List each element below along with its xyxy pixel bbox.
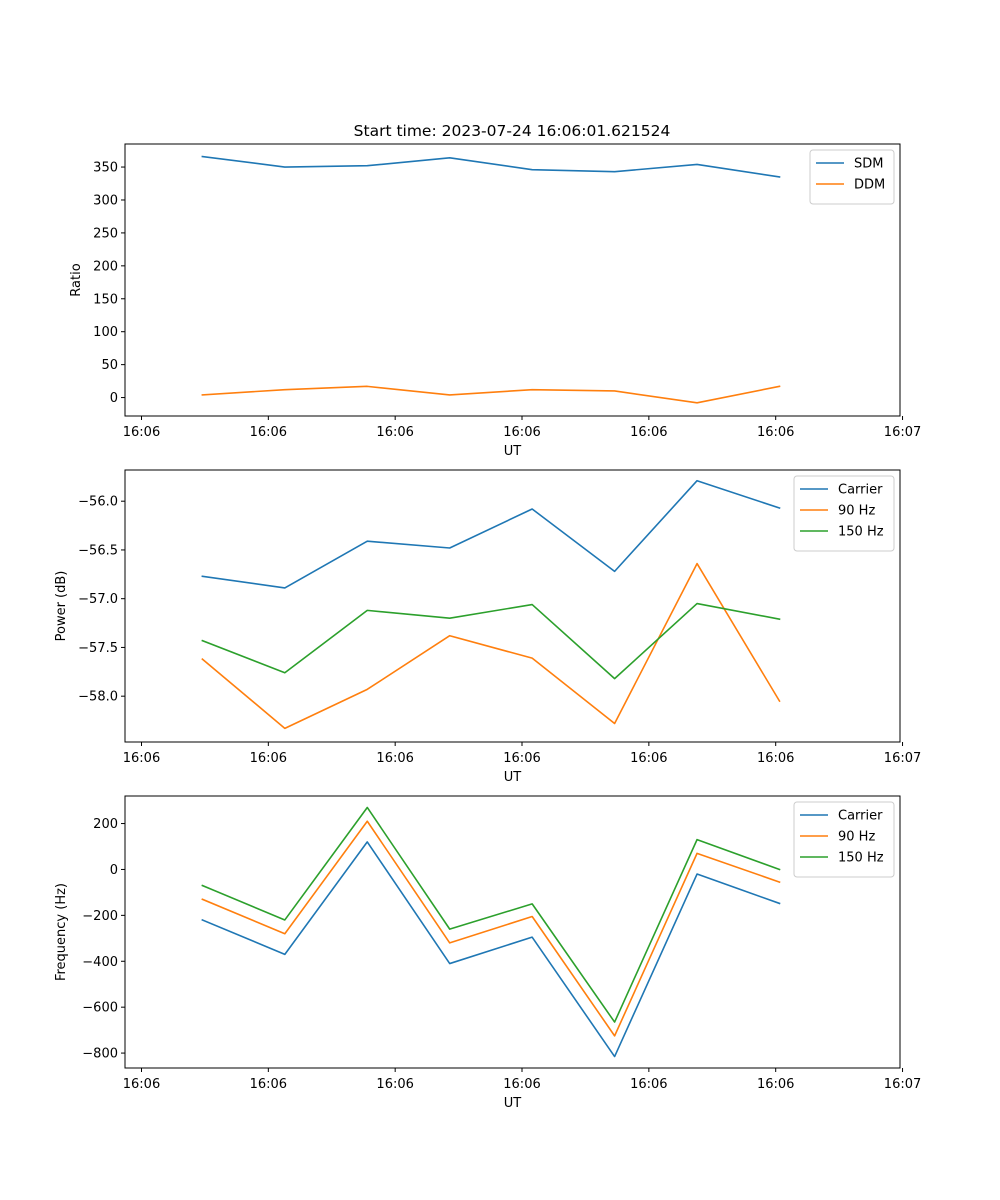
ratio-panel-frame bbox=[124, 143, 901, 417]
ratio-panel-series-ddm-line bbox=[201, 385, 781, 404]
frequency-panel-y-tick-label: −200 bbox=[82, 909, 118, 924]
frequency-panel-y-axis-label: Frequency (Hz) bbox=[54, 883, 69, 981]
frequency-panel-y-tick-label: 200 bbox=[93, 817, 118, 832]
ratio-panel-x-tick-label: 16:06 bbox=[757, 425, 794, 440]
frequency-panel: 16:06 16:06 16:06 16:06 16:06 16:06 16:07 −800 −… bbox=[54, 795, 921, 1111]
ratio-panel-x-tick-label: 16:06 bbox=[250, 425, 287, 440]
subplots: 16:06 16:06 16:06 16:06 16:06 16:06 16:07 0 50 10… bbox=[54, 143, 921, 1111]
ratio-panel-y-tick-label: 350 bbox=[93, 161, 118, 176]
ratio-panel-y-tick-label: 100 bbox=[93, 325, 118, 340]
ratio-panel-x-axis-label: UT bbox=[504, 444, 522, 459]
frequency-panel-legend-label: 150 Hz bbox=[838, 851, 884, 866]
ratio-panel-series-sdm-line bbox=[201, 155, 781, 178]
ratio-panel: 16:06 16:06 16:06 16:06 16:06 16:06 16:07 0 50 10… bbox=[69, 143, 921, 459]
ratio-panel-x-tick-label: 16:06 bbox=[376, 425, 413, 440]
frequency-panel-x-tick-label: 16:06 bbox=[757, 1077, 794, 1092]
ratio-panel-x-tick-label: 16:06 bbox=[630, 425, 667, 440]
frequency-panel-frame bbox=[124, 795, 901, 1069]
power-panel-y-axis-label: Power (dB) bbox=[54, 571, 69, 642]
ratio-panel-x-tick-label: 16:07 bbox=[884, 425, 921, 440]
frequency-panel-y-tick-label: −800 bbox=[82, 1047, 118, 1062]
frequency-panel-x-tick-label: 16:06 bbox=[123, 1077, 160, 1092]
frequency-panel-x-tick-label: 16:06 bbox=[503, 1077, 540, 1092]
power-panel-series-150-hz-line bbox=[201, 602, 781, 680]
ratio-panel-y-tick-label: 300 bbox=[93, 193, 118, 208]
ratio-panel-y-tick-label: 200 bbox=[93, 259, 118, 274]
frequency-panel-legend: Carrier 90 Hz 150 Hz bbox=[793, 801, 895, 878]
power-panel-series-90-hz-line bbox=[201, 562, 781, 730]
frequency-panel-y-tick-label: −600 bbox=[82, 1001, 118, 1016]
power-panel-frame bbox=[124, 469, 901, 743]
power-panel-y-tick-label: −57.0 bbox=[78, 592, 118, 607]
frequency-panel-x-tick-label: 16:06 bbox=[376, 1077, 413, 1092]
ratio-panel-y-tick-label: 0 bbox=[110, 391, 118, 406]
frequency-panel-series-150-hz-line bbox=[201, 806, 781, 1023]
frequency-panel-x-tick-label: 16:06 bbox=[250, 1077, 287, 1092]
frequency-panel-x-tick-label: 16:07 bbox=[884, 1077, 921, 1092]
frequency-panel-series-90-hz-line bbox=[201, 820, 781, 1037]
ratio-panel-x-tick-label: 16:06 bbox=[123, 425, 160, 440]
ratio-panel-legend-label: DDM bbox=[854, 178, 885, 193]
ratio-panel-y-tick-label: 50 bbox=[101, 358, 118, 373]
ratio-panel-y-tick-label: 250 bbox=[93, 226, 118, 241]
frequency-panel-x-tick-label: 16:06 bbox=[630, 1077, 667, 1092]
frequency-panel-legend-label: Carrier bbox=[838, 809, 883, 824]
power-panel-y-tick-label: −58.0 bbox=[78, 690, 118, 705]
frequency-panel-series-carrier-line bbox=[201, 841, 781, 1058]
power-panel-legend-label: 150 Hz bbox=[838, 525, 884, 540]
ratio-panel-legend-label: SDM bbox=[854, 157, 883, 172]
power-panel-x-tick-label: 16:06 bbox=[630, 751, 667, 766]
ratio-panel-y-axis-label: Ratio bbox=[69, 263, 84, 296]
power-panel-x-axis-label: UT bbox=[504, 770, 522, 785]
frequency-panel-legend-label: 90 Hz bbox=[838, 830, 875, 845]
power-panel-x-tick-label: 16:07 bbox=[884, 751, 921, 766]
power-panel-series-carrier-line bbox=[201, 479, 781, 589]
power-panel-legend-label: Carrier bbox=[838, 483, 883, 498]
power-panel-x-tick-label: 16:06 bbox=[123, 751, 160, 766]
power-panel-y-tick-label: −56.0 bbox=[78, 495, 118, 510]
figure-title: Start time: 2023-07-24 16:06:01.621524 bbox=[354, 122, 671, 140]
frequency-panel-legend-box bbox=[793, 801, 895, 878]
power-panel-x-tick-label: 16:06 bbox=[250, 751, 287, 766]
power-panel-x-tick-label: 16:06 bbox=[376, 751, 413, 766]
frequency-panel-y-tick-label: −400 bbox=[82, 955, 118, 970]
power-panel-legend: Carrier 90 Hz 150 Hz bbox=[793, 475, 895, 552]
ratio-panel-y-tick-label: 150 bbox=[93, 292, 118, 307]
power-panel: 16:06 16:06 16:06 16:06 16:06 16:06 16:07 −58.0… bbox=[54, 469, 921, 785]
power-panel-legend-box bbox=[793, 475, 895, 552]
power-panel-legend-label: 90 Hz bbox=[838, 504, 875, 519]
frequency-panel-x-axis-label: UT bbox=[504, 1096, 522, 1111]
power-panel-x-tick-label: 16:06 bbox=[503, 751, 540, 766]
ratio-panel-x-tick-label: 16:06 bbox=[503, 425, 540, 440]
ratio-panel-legend: SDM DDM bbox=[809, 149, 895, 205]
power-panel-y-tick-label: −56.5 bbox=[78, 543, 118, 558]
power-panel-x-tick-label: 16:06 bbox=[757, 751, 794, 766]
frequency-panel-y-tick-label: 0 bbox=[110, 863, 118, 878]
power-panel-y-tick-label: −57.5 bbox=[78, 641, 118, 656]
